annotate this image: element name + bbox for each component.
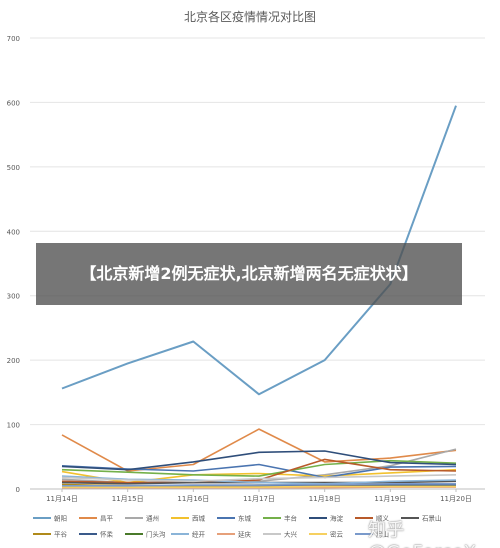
- legend-label: 海淀: [330, 514, 344, 523]
- series-lines: [61, 105, 457, 489]
- watermark-text: 知乎 @GoForceX: [368, 520, 476, 548]
- legend-label: 石景山: [422, 514, 442, 523]
- y-tick-label: 300: [7, 293, 20, 301]
- x-tick-label: 11月15日: [112, 495, 144, 503]
- x-tick-label: 11月17日: [243, 495, 275, 503]
- series-line-17: [62, 482, 456, 487]
- y-tick-label: 500: [7, 164, 20, 172]
- legend-label: 门头沟: [146, 530, 166, 539]
- x-tick-label: 11月20日: [440, 495, 472, 503]
- legend-label: 丰台: [284, 514, 297, 523]
- headline-banner: 【北京新增2例无症状,北京新增两名无症状状】: [36, 243, 462, 305]
- legend-label: 西城: [192, 515, 206, 523]
- x-axis-ticks: 11月14日 11月15日 11月16日 11月17日 11月18日 11月19日 11月2…: [46, 489, 472, 503]
- legend-label: 平谷: [54, 530, 68, 539]
- series-line-15: [61, 474, 457, 483]
- series-line-3: [61, 448, 457, 484]
- legend-label: 怀柔: [100, 530, 114, 539]
- y-tick-label: 0: [16, 486, 20, 494]
- y-axis-ticks: 0 100 200 300 400 500 600 700: [7, 35, 20, 494]
- legend-label: 房山: [376, 530, 389, 539]
- x-tick-label: 11月18日: [309, 495, 341, 503]
- legend-label: 延庆: [238, 530, 252, 539]
- legend-label: 昌平: [100, 515, 114, 523]
- y-tick-label: 400: [7, 228, 20, 236]
- legend-label: 大兴: [284, 530, 298, 539]
- legend-label: 朝阳: [54, 514, 67, 523]
- x-tick-label: 11月16日: [177, 495, 209, 503]
- legend-label: 密云: [330, 530, 344, 539]
- chart-title: 北京各区疫情情况对比图: [184, 9, 316, 24]
- headline-text: 【北京新增2例无症状,北京新增两名无症状状】: [80, 264, 418, 283]
- series-line-2: [61, 428, 457, 472]
- legend-label: 通州: [146, 514, 159, 523]
- legend-label: 经开: [192, 530, 206, 539]
- series-line-7: [61, 450, 457, 471]
- legend-label: 东城: [238, 514, 252, 523]
- legend-label: 顺义: [376, 515, 390, 523]
- x-tick-label: 11月14日: [46, 495, 78, 503]
- series-line-6: [61, 459, 457, 477]
- y-tick-label: 100: [7, 422, 20, 430]
- y-tick-label: 700: [7, 35, 20, 43]
- y-tick-label: 200: [7, 357, 20, 365]
- series-line-8: [61, 458, 457, 484]
- series-line-16: [62, 485, 456, 488]
- x-tick-label: 11月19日: [374, 495, 406, 503]
- y-tick-label: 600: [7, 99, 20, 107]
